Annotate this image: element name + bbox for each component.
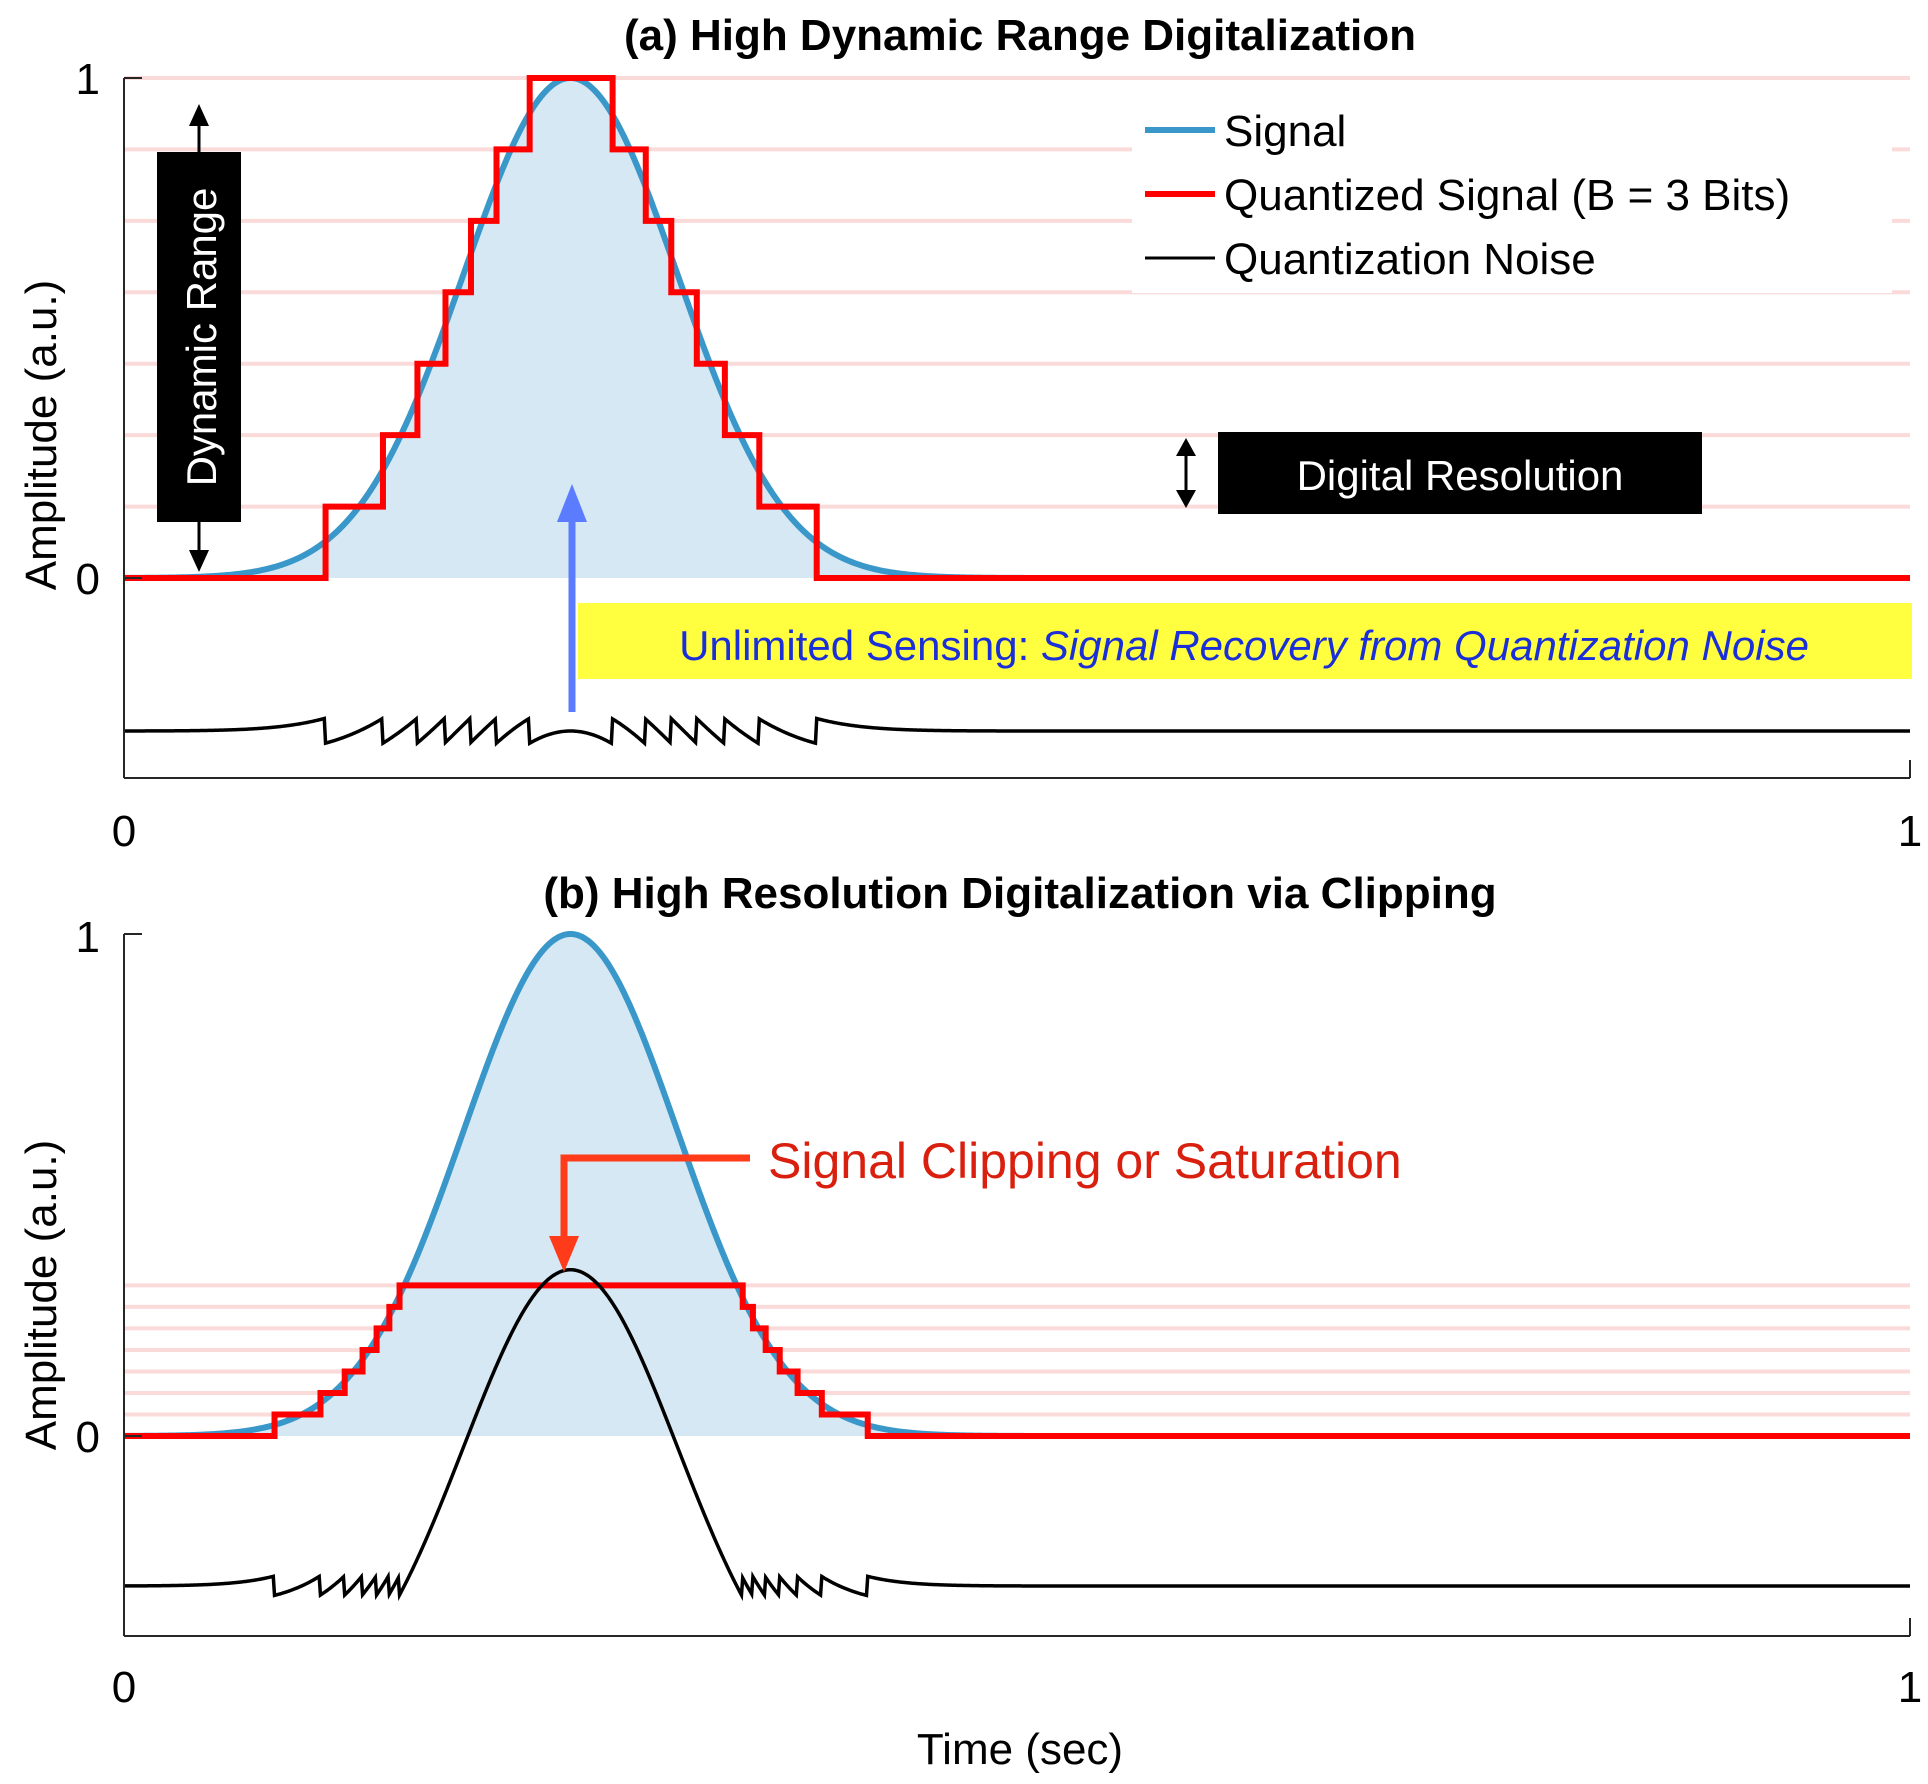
- chart-title-a: (a) High Dynamic Range Digitalization: [624, 11, 1416, 60]
- y-tick-label-b-1: 1: [76, 913, 100, 962]
- axes-a: [123, 77, 1911, 779]
- digital-resolution-label: Digital Resolution: [1297, 452, 1624, 499]
- chart-title-b: (b) High Resolution Digitalization via C…: [543, 869, 1496, 918]
- legend-label-signal: Signal: [1224, 107, 1346, 156]
- panel-a: (a) High Dynamic Range Digitalization 0 …: [17, 11, 1922, 856]
- unlimited-sensing-highlight: [578, 603, 1912, 679]
- legend-label-quantized: Quantized Signal (B = 3 Bits): [1224, 171, 1790, 220]
- clipping-annotation: Signal Clipping or Saturation: [549, 1133, 1402, 1272]
- clipping-arrow-line: [560, 1154, 750, 1238]
- signal-fill-b: [124, 934, 1910, 1436]
- clipping-arrowhead: [549, 1236, 579, 1272]
- signal-fill-a: [124, 78, 1910, 578]
- legend: Signal Quantized Signal (B = 3 Bits) Qua…: [1132, 98, 1892, 293]
- digital-resolution-arrowhead-up: [1176, 438, 1196, 456]
- clipping-label: Signal Clipping or Saturation: [768, 1133, 1402, 1189]
- y-tick-label-a-0: 0: [76, 555, 100, 604]
- y-axis-label-b: Amplitude (a.u.): [17, 1140, 66, 1451]
- dynamic-range-arrowhead-up: [189, 104, 209, 126]
- x-tick-label-a-1: 1: [1898, 807, 1922, 856]
- dynamic-range-arrowhead-down: [189, 550, 209, 572]
- unlimited-sensing-arrowhead: [557, 484, 587, 522]
- y-tick-label-b-0: 0: [76, 1413, 100, 1462]
- unlimited-sensing-text: Unlimited Sensing: Signal Recovery from …: [679, 622, 1809, 669]
- quantized-line-a: [124, 75, 1910, 581]
- digital-resolution-arrowhead-down: [1176, 490, 1196, 508]
- x-tick-label-b-0: 0: [112, 1663, 136, 1712]
- digital-resolution-box: [1218, 432, 1702, 514]
- y-tick-label-a-1: 1: [76, 55, 100, 104]
- unlimited-sensing-italic: Signal Recovery from Quantization Noise: [1041, 622, 1809, 669]
- noise-line-b: [124, 1267, 1910, 1602]
- dynamic-range-box: [157, 152, 241, 522]
- panel-b: (b) High Resolution Digitalization via C…: [17, 869, 1922, 1774]
- unlimited-sensing-annotation: Unlimited Sensing: Signal Recovery from …: [557, 484, 1912, 712]
- x-tick-label-a-0: 0: [112, 807, 136, 856]
- digital-resolution-annotation: Digital Resolution: [1176, 432, 1702, 514]
- axes-b: [123, 933, 1911, 1637]
- x-tick-label-b-1: 1: [1898, 1663, 1922, 1712]
- unlimited-sensing-prefix: Unlimited Sensing:: [679, 622, 1041, 669]
- y-axis-label-a: Amplitude (a.u.): [17, 280, 66, 591]
- quantized-line-b: [124, 1282, 1910, 1439]
- dynamic-range-annotation: Dynamic Range: [157, 104, 241, 572]
- dynamic-range-label: Dynamic Range: [178, 188, 225, 487]
- noise-line-a: [124, 714, 1910, 747]
- legend-label-noise: Quantization Noise: [1224, 235, 1596, 284]
- x-axis-label: Time (sec): [917, 1725, 1123, 1774]
